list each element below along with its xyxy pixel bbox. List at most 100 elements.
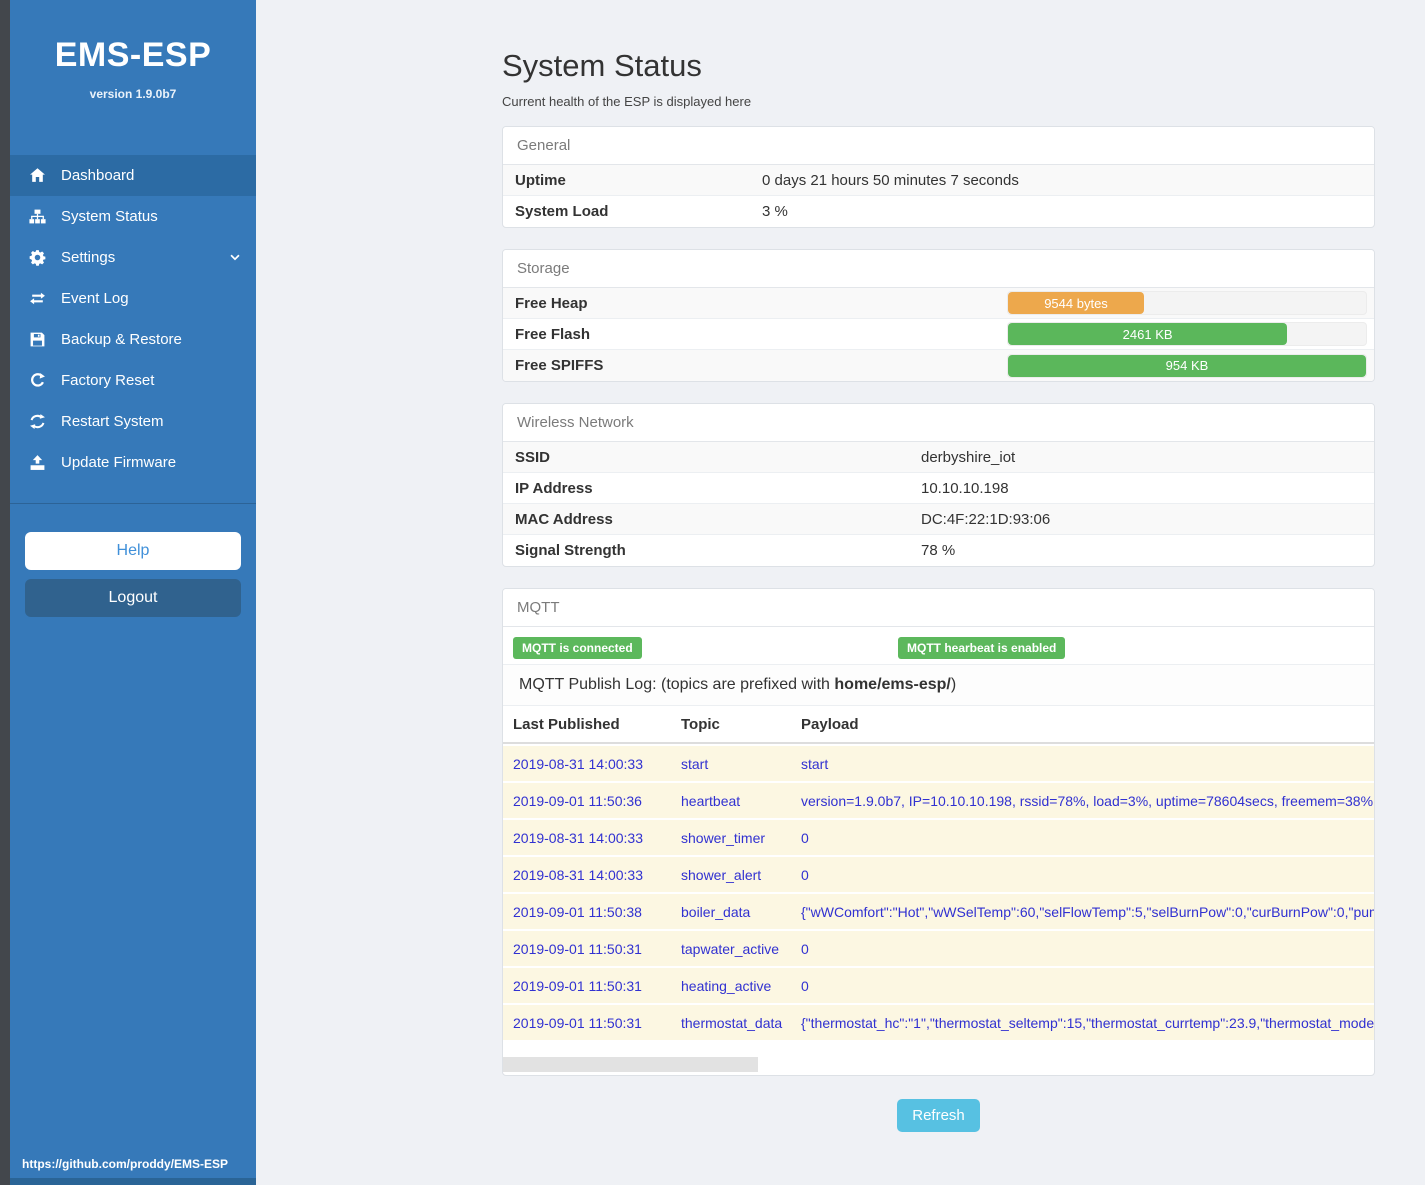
log-topic: shower_alert — [681, 867, 762, 883]
progress-track: 9544 bytes — [1007, 291, 1367, 315]
log-topic: tapwater_active — [681, 941, 780, 957]
rotate-reset-icon — [26, 372, 48, 389]
progress-bar-cell: 954 KB — [1007, 351, 1374, 381]
gear-icon — [26, 249, 48, 266]
window-dark-edge — [0, 0, 10, 1185]
sidebar-item-update-firmware[interactable]: Update Firmware — [10, 442, 256, 483]
storage-card-header: Storage — [503, 250, 1374, 288]
main-content: System Status Current health of the ESP … — [256, 0, 1375, 1132]
horizontal-scrollbar-thumb[interactable] — [503, 1057, 758, 1072]
progress-label: 9544 bytes — [1044, 295, 1108, 311]
page-subtitle: Current health of the ESP is displayed h… — [502, 94, 752, 109]
table-row: IP Address 10.10.10.198 — [503, 473, 1374, 504]
exchange-arrows-icon — [26, 290, 48, 307]
save-floppy-icon — [26, 331, 48, 348]
table-row: Signal Strength 78 % — [503, 535, 1374, 566]
sidebar-item-dashboard[interactable]: Dashboard — [10, 155, 256, 196]
mqtt-log-row: 2019-08-31 14:00:33 shower_alert 0 — [503, 855, 1374, 892]
sidebar-item-backup-restore[interactable]: Backup & Restore — [10, 319, 256, 360]
log-topic: heartbeat — [681, 793, 741, 809]
refresh-button[interactable]: Refresh — [897, 1099, 980, 1132]
sidebar: EMS-ESP version 1.9.0b7 Dashboard System… — [10, 0, 256, 1185]
log-payload: 0 — [801, 830, 809, 846]
log-intro-suffix: ) — [950, 676, 957, 693]
row-value: 78 % — [921, 542, 956, 559]
free-heap-progress-bar: 9544 bytes — [1008, 292, 1145, 314]
mqtt-log-row: 2019-09-01 11:50:31 tapwater_active 0 — [503, 929, 1374, 966]
log-time: 2019-08-31 14:00:33 — [513, 830, 643, 846]
row-label: MAC Address — [515, 510, 613, 528]
sidebar-item-event-log[interactable]: Event Log — [10, 278, 256, 319]
sidebar-header: EMS-ESP version 1.9.0b7 — [10, 0, 256, 155]
upload-icon — [26, 454, 48, 471]
log-payload: {"wWComfort":"Hot","wWSelTemp":60,"selFl… — [801, 904, 1374, 920]
log-time: 2019-09-01 11:50:36 — [513, 793, 642, 809]
sidebar-item-system-status[interactable]: System Status — [10, 196, 256, 237]
table-row: Uptime 0 days 21 hours 50 minutes 7 seco… — [503, 165, 1374, 196]
log-topic: thermostat_data — [681, 1015, 783, 1031]
sidebar-item-factory-reset[interactable]: Factory Reset — [10, 360, 256, 401]
table-row: System Load 3 % — [503, 196, 1374, 227]
row-label: IP Address — [515, 479, 593, 497]
log-payload: 0 — [801, 978, 809, 994]
mqtt-log-row: 2019-09-01 11:50:31 heating_active 0 — [503, 966, 1374, 1003]
row-value: 10.10.10.198 — [921, 479, 1009, 497]
mqtt-log-row: 2019-09-01 11:50:38 boiler_data {"wWComf… — [503, 892, 1374, 929]
table-row: Free SPIFFS 954 KB — [503, 350, 1374, 381]
log-time: 2019-09-01 11:50:31 — [513, 978, 642, 994]
sidebar-item-label: System Status — [61, 208, 158, 225]
log-time: 2019-09-01 11:50:31 — [513, 941, 642, 957]
mqtt-log-header-row: Last Published Topic Payload — [503, 706, 1374, 744]
row-value: derbyshire_iot — [921, 448, 1016, 466]
mqtt-card: MQTT MQTT is connected MQTT hearbeat is … — [502, 588, 1375, 1076]
storage-card: Storage Free Heap 9544 bytes Free Flash — [502, 249, 1375, 382]
sidebar-item-settings[interactable]: Settings — [10, 237, 256, 278]
log-time: 2019-08-31 14:00:33 — [513, 867, 643, 883]
row-label: Signal Strength — [515, 542, 626, 559]
sidebar-item-restart-system[interactable]: Restart System — [10, 401, 256, 442]
log-time: 2019-08-31 14:00:33 — [513, 756, 643, 772]
log-topic: heating_active — [681, 978, 772, 994]
table-row: Free Heap 9544 bytes — [503, 288, 1374, 319]
table-row: Free Flash 2461 KB — [503, 319, 1374, 350]
log-payload: {"thermostat_hc":"1","thermostat_seltemp… — [801, 1015, 1374, 1031]
horizontal-scrollbar — [503, 1057, 1374, 1072]
mqtt-connected-badge: MQTT is connected — [513, 637, 642, 659]
mqtt-log-intro: MQTT Publish Log: (topics are prefixed w… — [503, 665, 1374, 706]
row-label: Uptime — [515, 171, 566, 189]
row-value: 0 days 21 hours 50 minutes 7 seconds — [762, 171, 1019, 189]
sidebar-item-label: Update Firmware — [61, 454, 177, 471]
refresh-sync-icon — [26, 413, 48, 430]
row-label: SSID — [515, 448, 551, 466]
mqtt-log-row: 2019-08-31 14:00:33 start start — [503, 744, 1374, 781]
sidebar-footer-strip — [10, 1178, 256, 1185]
log-topic: boiler_data — [681, 904, 751, 920]
mqtt-heartbeat-badge: MQTT hearbeat is enabled — [898, 637, 1066, 659]
app-title: EMS-ESP — [54, 36, 212, 74]
mqtt-log-row: 2019-09-01 11:50:36 heartbeat version=1.… — [503, 781, 1374, 818]
log-topic-prefix: home/ems-esp/ — [834, 676, 951, 693]
page-title: System Status — [502, 48, 702, 83]
chevron-down-icon — [228, 250, 242, 269]
row-value: 3 % — [762, 203, 788, 220]
github-link[interactable]: https://github.com/proddy/EMS-ESP — [22, 1157, 228, 1171]
sitemap-icon — [26, 208, 48, 225]
progress-label: 954 KB — [1165, 358, 1209, 373]
sidebar-item-label: Restart System — [61, 413, 164, 430]
table-row: SSID derbyshire_iot — [503, 442, 1374, 473]
sidebar-item-label: Factory Reset — [61, 372, 155, 389]
progress-label: 2461 KB — [1122, 326, 1173, 342]
general-card: General Uptime 0 days 21 hours 50 minute… — [502, 126, 1375, 228]
help-button[interactable]: Help — [25, 532, 241, 570]
sidebar-buttons: Help Logout — [10, 504, 256, 617]
home-icon — [26, 167, 48, 184]
row-label: Free Flash — [515, 325, 591, 343]
row-label: Free Heap — [515, 294, 588, 312]
row-label: System Load — [515, 203, 609, 220]
log-topic: shower_timer — [681, 830, 766, 846]
column-header-payload: Payload — [801, 716, 859, 733]
sidebar-nav: Dashboard System Status Settings Event L… — [10, 155, 256, 483]
logout-button[interactable]: Logout — [25, 579, 241, 617]
mqtt-log-row: 2019-08-31 14:00:33 shower_timer 0 — [503, 818, 1374, 855]
log-intro-prefix: MQTT Publish Log: (topics are prefixed w… — [519, 676, 835, 693]
